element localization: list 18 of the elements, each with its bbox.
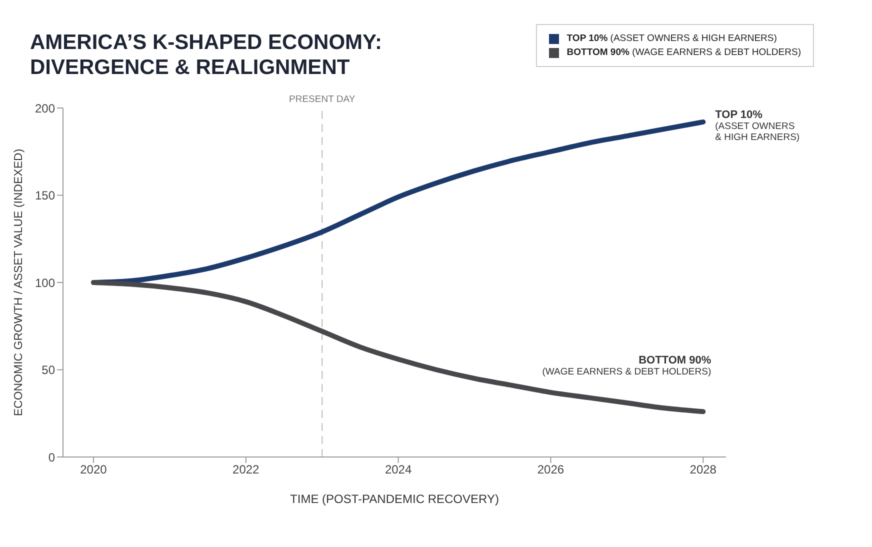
- y-axis-title: ECONOMIC GROWTH / ASSET VALUE (INDEXED): [13, 148, 26, 416]
- x-tick-label: 2024: [384, 462, 412, 477]
- y-tick-label: 100: [34, 276, 56, 290]
- y-tick-label: 150: [34, 188, 56, 203]
- x-axis-title: TIME (POST-PANDEMIC RECOVERY): [290, 492, 499, 506]
- y-tick-label: 50: [42, 363, 56, 378]
- x-tick-label: 2026: [537, 462, 564, 477]
- annotation: TOP 10% (ASSET OWNERS & HIGH EARNERS): [715, 108, 800, 143]
- x-tick-label: 2020: [80, 462, 108, 477]
- chart-title: AMERICA’S K-SHAPED ECONOMY: DIVERGENCE & REALIGNMENT: [30, 30, 382, 80]
- x-tick-label: 2028: [690, 462, 717, 477]
- legend-label: BOTTOM 90% (WAGE EARNERS & DEBT HOLDERS): [566, 47, 801, 58]
- y-tick-label: 200: [34, 101, 56, 116]
- y-tick-label: 0: [48, 450, 56, 464]
- legend-label: TOP 10% (ASSET OWNERS & HIGH EARNERS): [566, 33, 777, 44]
- annotation: BOTTOM 90% (WAGE EARNERS & DEBT HOLDERS): [542, 354, 712, 378]
- ref-line-label: PRESENT DAY: [289, 94, 356, 105]
- x-tick-label: 2022: [232, 462, 260, 477]
